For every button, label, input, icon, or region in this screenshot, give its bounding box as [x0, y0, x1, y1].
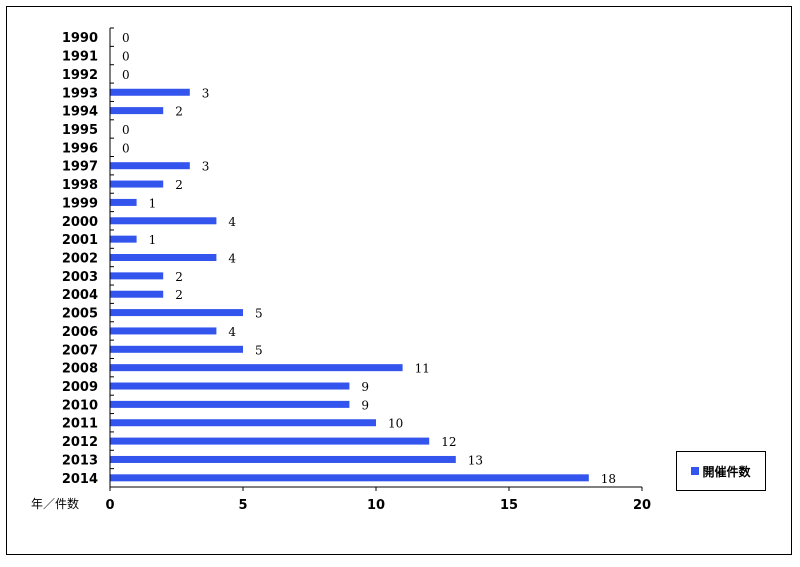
legend: 開催件数 [676, 451, 766, 491]
data-label: 5 [255, 343, 263, 357]
category-label: 2012 [62, 435, 98, 450]
data-label: 2 [175, 178, 183, 192]
category-label: 1997 [62, 160, 98, 175]
legend-label: 開催件数 [702, 464, 751, 479]
x-tick-label: 0 [105, 498, 114, 513]
category-label: 1991 [62, 50, 98, 65]
bar [110, 364, 403, 372]
bar [110, 107, 164, 115]
bar [110, 217, 217, 225]
bar [110, 198, 137, 206]
x-tick-label: 5 [238, 498, 247, 513]
data-label: 4 [228, 325, 236, 339]
data-label: 4 [228, 252, 236, 266]
data-label: 0 [122, 31, 130, 45]
bar [110, 327, 217, 335]
category-label: 1995 [62, 123, 98, 138]
category-label: 1999 [62, 196, 98, 211]
category-label: 2002 [62, 252, 98, 267]
x-tick-label: 10 [367, 498, 385, 513]
data-label: 5 [255, 307, 263, 321]
category-label: 1994 [62, 105, 98, 120]
bar [110, 474, 589, 482]
category-label: 2010 [62, 398, 98, 413]
x-tick-label: 20 [633, 498, 651, 513]
data-label: 9 [361, 380, 369, 394]
data-label: 3 [202, 160, 210, 174]
bars-group [110, 88, 589, 482]
category-label: 2000 [62, 215, 98, 230]
bar [110, 419, 376, 427]
data-label: 0 [122, 123, 130, 137]
bar [110, 88, 190, 96]
data-label: 1 [149, 233, 157, 247]
category-label: 1996 [62, 141, 98, 156]
chart-frame [6, 6, 792, 555]
axis-caption: 年／件数 [31, 496, 79, 511]
category-label: 2003 [62, 270, 98, 285]
data-label: 10 [388, 417, 403, 431]
bar [110, 272, 164, 280]
x-tick-label: 15 [500, 498, 518, 513]
category-label: 2005 [62, 307, 98, 322]
data-label: 1 [149, 196, 157, 210]
category-label: 2011 [62, 417, 98, 432]
bar [110, 290, 164, 298]
bar [110, 162, 190, 170]
data-label: 0 [122, 141, 130, 155]
category-label: 2009 [62, 380, 98, 395]
category-label: 2001 [62, 233, 98, 248]
data-label: 18 [601, 472, 616, 486]
bar [110, 180, 164, 188]
category-label: 2007 [62, 343, 98, 358]
axes-group [109, 27, 643, 491]
data-label: 11 [415, 362, 430, 376]
data-label: 12 [441, 435, 456, 449]
category-label: 2008 [62, 362, 98, 377]
data-label: 2 [175, 288, 183, 302]
category-label: 2004 [62, 288, 98, 303]
category-label: 2013 [62, 453, 98, 468]
bar [110, 254, 217, 261]
category-label: 2006 [62, 325, 98, 340]
data-label: 2 [175, 270, 183, 284]
legend-swatch [691, 467, 700, 475]
category-label: 1990 [62, 31, 98, 46]
category-label: 1998 [62, 178, 98, 193]
data-label: 4 [228, 215, 236, 229]
category-label: 1993 [62, 86, 98, 101]
data-label: 3 [202, 86, 210, 100]
bar [110, 437, 430, 445]
data-label: 13 [468, 453, 483, 467]
bar [110, 235, 137, 243]
category-label: 2014 [62, 472, 98, 487]
category-label: 1992 [62, 68, 98, 83]
bar [110, 382, 350, 390]
bar [110, 455, 456, 463]
bar [110, 309, 243, 317]
bar [110, 400, 350, 408]
data-label: 9 [361, 398, 369, 412]
data-label: 0 [122, 50, 130, 64]
data-label: 0 [122, 68, 130, 82]
bar [110, 345, 243, 353]
data-label: 2 [175, 105, 183, 119]
